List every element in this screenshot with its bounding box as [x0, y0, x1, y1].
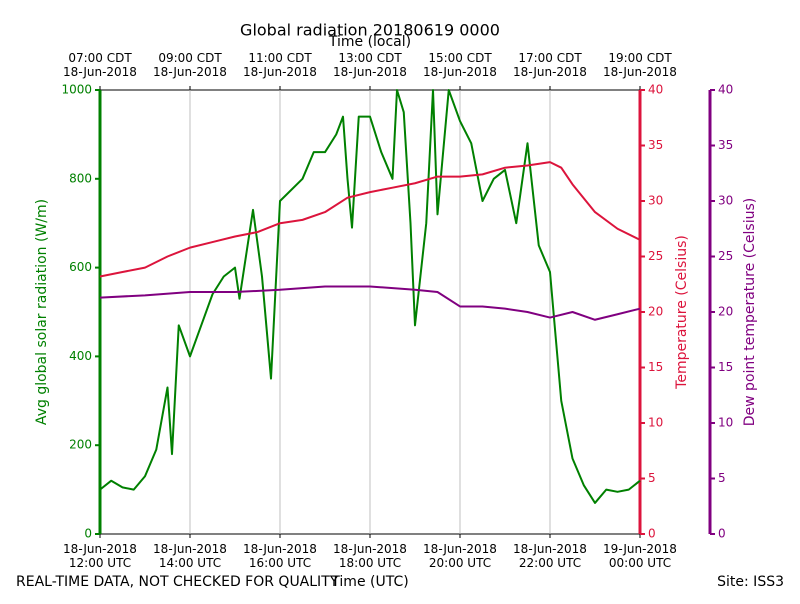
y-tick-label: 20 — [648, 305, 663, 319]
y-tick-label: 40 — [718, 83, 733, 97]
footer-note: REAL-TIME DATA, NOT CHECKED FOR QUALITY — [16, 574, 339, 590]
x2-tick-label: 07:00 CDT 18-Jun-2018 — [63, 51, 137, 79]
x-tick-label: 18-Jun-2018 14:00 UTC — [153, 542, 227, 570]
x-tick-label: 18-Jun-2018 20:00 UTC — [423, 542, 497, 570]
x2-tick-label: 19:00 CDT 18-Jun-2018 — [603, 51, 677, 79]
x-tick-label: 19-Jun-2018 00:00 UTC — [603, 542, 677, 570]
y-tick-label: 200 — [69, 438, 92, 452]
x-tick-label: 18-Jun-2018 16:00 UTC — [243, 542, 317, 570]
y-tick-label: 10 — [718, 416, 733, 430]
y-tick-label: 30 — [648, 194, 663, 208]
y-tick-label: 35 — [718, 138, 733, 152]
x-axis-label: Time (UTC) — [330, 574, 408, 590]
x2-tick-label: 09:00 CDT 18-Jun-2018 — [153, 51, 227, 79]
x2-tick-label: 13:00 CDT 18-Jun-2018 — [333, 51, 407, 79]
y-tick-label: 800 — [69, 171, 92, 185]
y-tick-label: 10 — [648, 416, 663, 430]
x-tick-label: 18-Jun-2018 22:00 UTC — [513, 542, 587, 570]
y-tick-label: 40 — [648, 83, 663, 97]
y-axis-label: Avg global solar radiation (W/m) — [34, 199, 50, 425]
y-tick-label: 35 — [648, 138, 663, 152]
data-line — [99, 161, 641, 278]
y-tick-label: 0 — [648, 527, 656, 541]
x2-tick-label: 11:00 CDT 18-Jun-2018 — [243, 51, 317, 79]
data-line — [99, 285, 641, 321]
y-tick-label: 0 — [718, 527, 726, 541]
y-tick-label: 25 — [648, 249, 663, 263]
y-tick-label: 1000 — [61, 83, 92, 97]
y-tick-label: 20 — [718, 305, 733, 319]
site-label: Site: ISS3 — [717, 574, 784, 590]
y-axis-label: Temperature (Celsius) — [674, 235, 690, 390]
chart-title: Global radiation 20180619 0000 — [240, 21, 500, 40]
x-tick-label: 18-Jun-2018 12:00 UTC — [63, 542, 137, 570]
y-tick-label: 5 — [648, 471, 656, 485]
y-axis-label: Dew point temperature (Celsius) — [742, 198, 758, 426]
y-tick-label: 5 — [718, 471, 726, 485]
y-tick-label: 15 — [718, 360, 733, 374]
y-tick-label: 400 — [69, 349, 92, 363]
x-tick-label: 18-Jun-2018 18:00 UTC — [333, 542, 407, 570]
y-tick-label: 15 — [648, 360, 663, 374]
x2-tick-label: 17:00 CDT 18-Jun-2018 — [513, 51, 587, 79]
y-tick-label: 600 — [69, 260, 92, 274]
x2-tick-label: 15:00 CDT 18-Jun-2018 — [423, 51, 497, 79]
data-line — [99, 89, 641, 504]
y-tick-label: 25 — [718, 249, 733, 263]
y-tick-label: 30 — [718, 194, 733, 208]
y-tick-label: 0 — [84, 527, 92, 541]
x2-axis-label: Time (local) — [328, 34, 411, 50]
